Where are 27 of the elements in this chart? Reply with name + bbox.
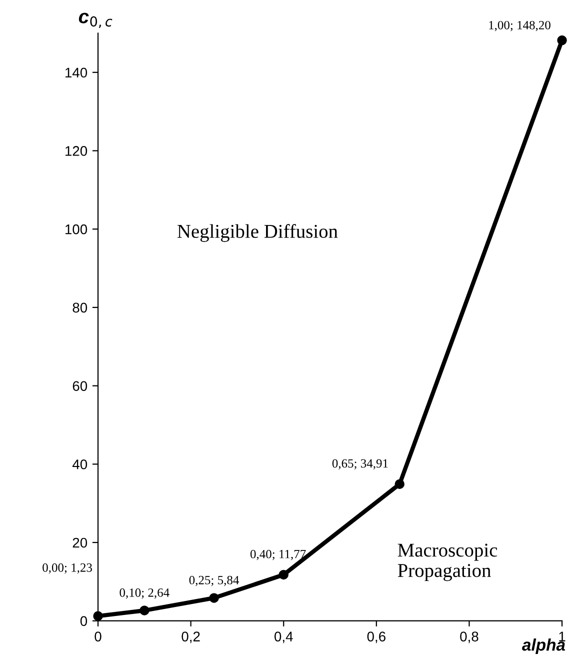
point xyxy=(140,606,150,616)
y-tick-label: 0 xyxy=(80,616,88,626)
data-label: 1,00; 148,20 xyxy=(489,20,550,32)
point xyxy=(394,479,404,489)
y-tick-label: 40 xyxy=(72,459,88,470)
y-tick-label: 100 xyxy=(65,224,88,234)
data-label: 0,40; 11,77 xyxy=(250,550,306,560)
x-tick-label: 0,2 xyxy=(182,632,200,644)
data-label: 0,25; 5,84 xyxy=(189,576,239,586)
x-tick-label: 0,6 xyxy=(367,632,386,644)
data-label: 0,10; 2,64 xyxy=(120,588,170,599)
data-label: 0,00; 1,23 xyxy=(42,563,92,574)
point xyxy=(557,35,567,46)
x-tick-label: 0,4 xyxy=(274,632,293,644)
point xyxy=(209,593,219,603)
x-tick-label: 0 xyxy=(94,632,102,642)
x-tick-label: 0,8 xyxy=(460,632,478,644)
point xyxy=(278,570,288,580)
y-tick-label: 120 xyxy=(65,146,88,156)
annotation: Macroscopic Propagation xyxy=(398,544,498,582)
y-axis-title: c$_{0,c}$ xyxy=(78,12,112,28)
y-tick-label: 140 xyxy=(65,68,88,78)
data-label: 0,65; 34,91 xyxy=(332,459,388,470)
y-tick-label: 60 xyxy=(72,381,88,391)
y-tick-label: 80 xyxy=(72,302,88,313)
annotation: Negligible Diffusion xyxy=(177,224,338,242)
y-tick-label: 20 xyxy=(72,538,88,548)
